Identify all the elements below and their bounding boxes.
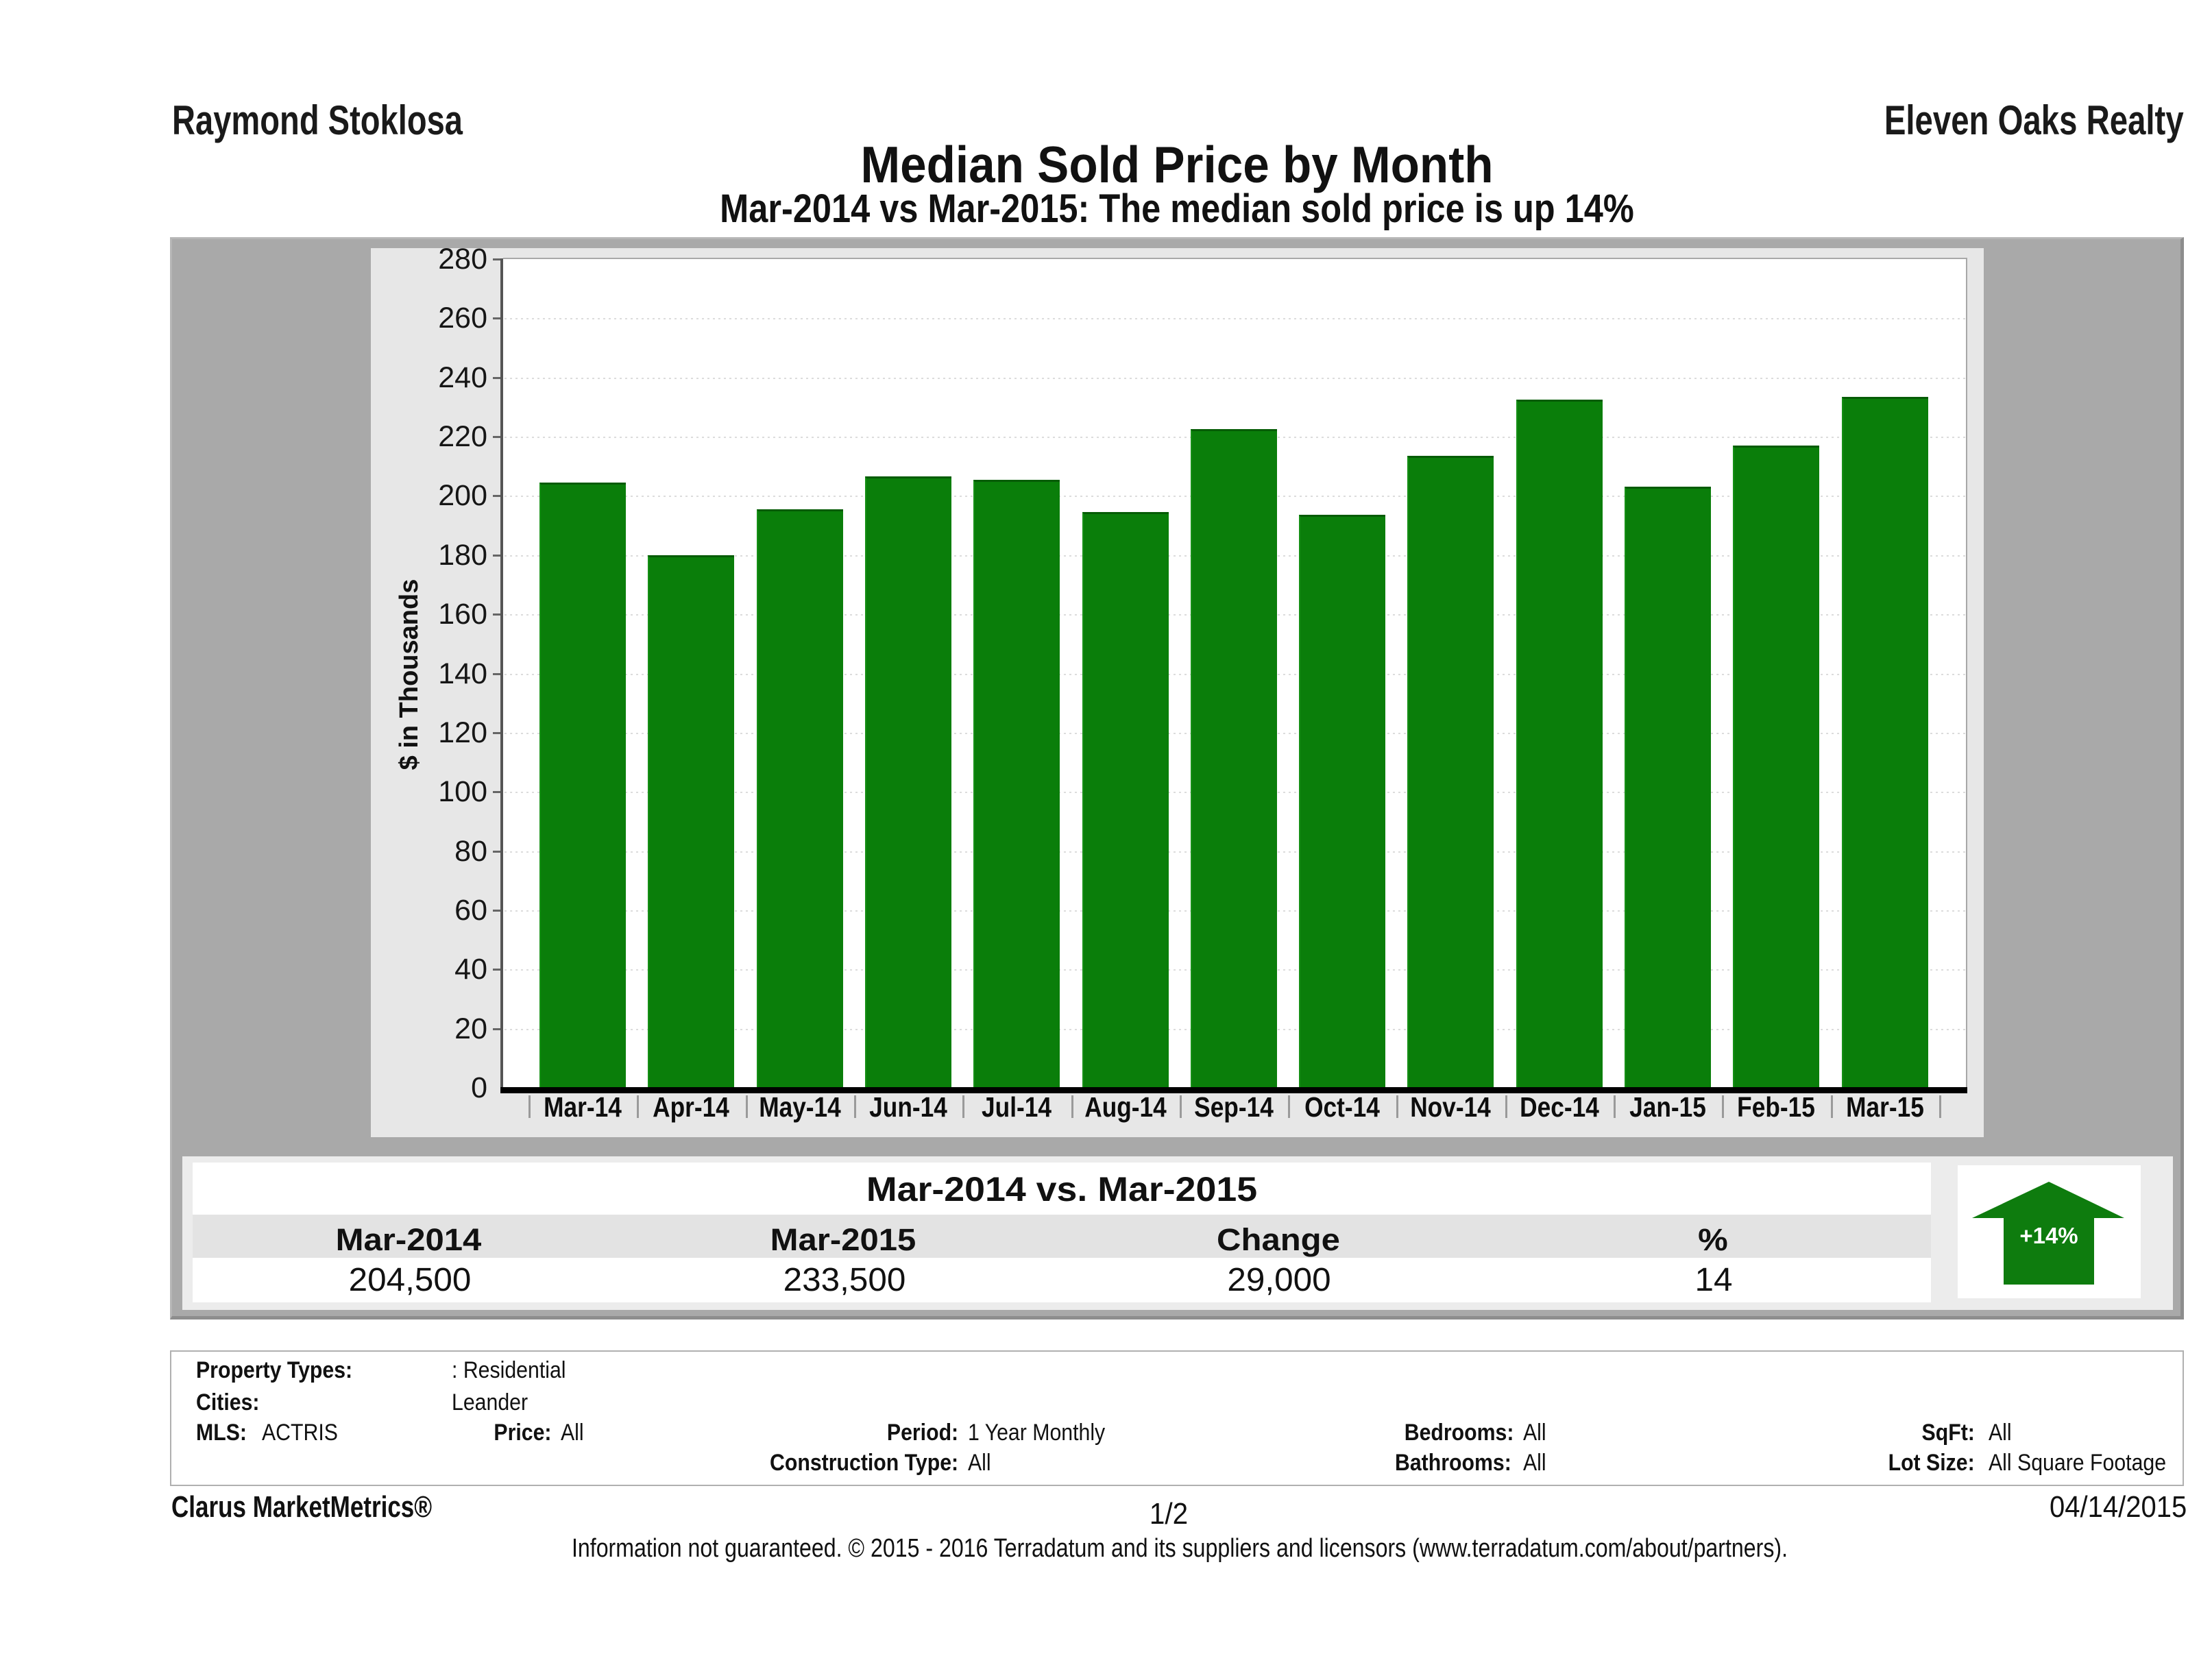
svg-text:+14%: +14% (2019, 1223, 2078, 1248)
